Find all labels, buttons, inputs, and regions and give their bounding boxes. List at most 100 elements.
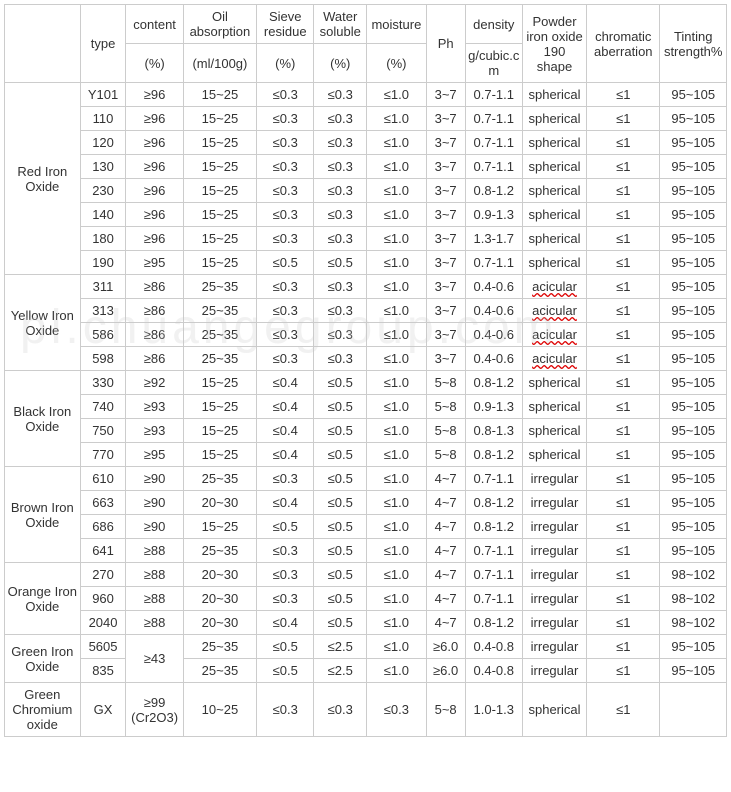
cell-oil: 25~35 <box>183 539 256 563</box>
cell-sieve: ≤0.3 <box>257 275 314 299</box>
cell-density: 0.8-1.2 <box>465 611 522 635</box>
cell-content: ≥86 <box>126 323 183 347</box>
cell-oil: 20~30 <box>183 491 256 515</box>
cell-ph: 5~8 <box>426 371 465 395</box>
cell-moisture: ≤1.0 <box>367 227 427 251</box>
cell-water: ≤0.3 <box>314 275 367 299</box>
cell-sieve: ≤0.4 <box>257 395 314 419</box>
cell-tint: 95~105 <box>660 323 727 347</box>
table-row: 120≥9615~25≤0.3≤0.3≤1.03~70.7-1.1spheric… <box>5 131 727 155</box>
cell-oil: 15~25 <box>183 251 256 275</box>
cell-oil: 25~35 <box>183 659 256 683</box>
cell-density: 0.4-0.8 <box>465 659 522 683</box>
cell-chromatic: ≤1 <box>587 107 660 131</box>
table-row: 740≥9315~25≤0.4≤0.5≤1.05~80.9-1.3spheric… <box>5 395 727 419</box>
cell-density: 0.8-1.2 <box>465 515 522 539</box>
cell-shape: spherical <box>522 107 586 131</box>
table-row: 641≥8825~35≤0.3≤0.5≤1.04~70.7-1.1irregul… <box>5 539 727 563</box>
cell-water: ≤0.3 <box>314 179 367 203</box>
table-row: 2040≥8820~30≤0.4≤0.5≤1.04~70.8-1.2irregu… <box>5 611 727 635</box>
cell-sieve: ≤0.3 <box>257 83 314 107</box>
cell-sieve: ≤0.3 <box>257 347 314 371</box>
cell-shape: spherical <box>522 251 586 275</box>
group-name-cell: Red Iron Oxide <box>5 83 81 275</box>
cell-tint: 95~105 <box>660 395 727 419</box>
cell-chromatic: ≤1 <box>587 131 660 155</box>
cell-ph: 3~7 <box>426 131 465 155</box>
group-name-cell: Brown Iron Oxide <box>5 467 81 563</box>
cell-water: ≤0.5 <box>314 251 367 275</box>
header-blank <box>5 5 81 83</box>
cell-type: 770 <box>80 443 126 467</box>
cell-content: ≥95 <box>126 251 183 275</box>
cell-oil: 15~25 <box>183 155 256 179</box>
cell-ph: 5~8 <box>426 419 465 443</box>
cell-density: 0.7-1.1 <box>465 131 522 155</box>
header-type: type <box>80 5 126 83</box>
cell-tint: 95~105 <box>660 131 727 155</box>
cell-oil: 15~25 <box>183 395 256 419</box>
cell-type: Y101 <box>80 83 126 107</box>
table-row: 770≥9515~25≤0.4≤0.5≤1.05~80.8-1.2spheric… <box>5 443 727 467</box>
cell-ph: 4~7 <box>426 563 465 587</box>
header-oil-unit: (ml/100g) <box>183 44 256 83</box>
cell-oil: 15~25 <box>183 227 256 251</box>
cell-chromatic: ≤1 <box>587 467 660 491</box>
cell-ph: 3~7 <box>426 251 465 275</box>
cell-ph: 3~7 <box>426 347 465 371</box>
cell-water: ≤0.5 <box>314 467 367 491</box>
cell-water: ≤0.5 <box>314 611 367 635</box>
cell-tint: 95~105 <box>660 299 727 323</box>
cell-density: 0.9-1.3 <box>465 203 522 227</box>
cell-chromatic: ≤1 <box>587 659 660 683</box>
group-name-cell: Green Iron Oxide <box>5 635 81 683</box>
table-row: 750≥9315~25≤0.4≤0.5≤1.05~80.8-1.3spheric… <box>5 419 727 443</box>
cell-tint: 95~105 <box>660 371 727 395</box>
table-row: 586≥8625~35≤0.3≤0.3≤1.03~70.4-0.6acicula… <box>5 323 727 347</box>
cell-content: ≥99 (Cr2O3) <box>126 683 183 737</box>
cell-moisture: ≤1.0 <box>367 443 427 467</box>
cell-ph: 3~7 <box>426 155 465 179</box>
table-row: 190≥9515~25≤0.5≤0.5≤1.03~70.7-1.1spheric… <box>5 251 727 275</box>
table-row: 960≥8820~30≤0.3≤0.5≤1.04~70.7-1.1irregul… <box>5 587 727 611</box>
table-row: Orange Iron Oxide270≥8820~30≤0.3≤0.5≤1.0… <box>5 563 727 587</box>
cell-content: ≥96 <box>126 107 183 131</box>
cell-sieve: ≤0.4 <box>257 491 314 515</box>
cell-type: 740 <box>80 395 126 419</box>
cell-shape: spherical <box>522 203 586 227</box>
cell-water: ≤2.5 <box>314 635 367 659</box>
cell-chromatic: ≤1 <box>587 371 660 395</box>
header-shape: Powder iron oxide 190 shape <box>522 5 586 83</box>
cell-type: 180 <box>80 227 126 251</box>
cell-sieve: ≤0.3 <box>257 131 314 155</box>
cell-sieve: ≤0.3 <box>257 179 314 203</box>
cell-oil: 15~25 <box>183 371 256 395</box>
cell-density: 0.4-0.6 <box>465 347 522 371</box>
cell-density: 0.8-1.2 <box>465 179 522 203</box>
cell-density: 0.7-1.1 <box>465 563 522 587</box>
cell-sieve: ≤0.3 <box>257 107 314 131</box>
cell-water: ≤0.5 <box>314 491 367 515</box>
cell-oil: 25~35 <box>183 635 256 659</box>
cell-type: 750 <box>80 419 126 443</box>
header-moisture-unit: (%) <box>367 44 427 83</box>
cell-density: 0.7-1.1 <box>465 107 522 131</box>
cell-tint: 95~105 <box>660 467 727 491</box>
group-name-cell: Green Chromium oxide <box>5 683 81 737</box>
cell-chromatic: ≤1 <box>587 491 660 515</box>
cell-chromatic: ≤1 <box>587 275 660 299</box>
cell-oil: 25~35 <box>183 275 256 299</box>
cell-sieve: ≤0.4 <box>257 419 314 443</box>
cell-water: ≤0.3 <box>314 299 367 323</box>
cell-tint: 98~102 <box>660 611 727 635</box>
cell-tint: 95~105 <box>660 83 727 107</box>
cell-ph: 4~7 <box>426 491 465 515</box>
cell-water: ≤0.3 <box>314 347 367 371</box>
cell-sieve: ≤0.4 <box>257 443 314 467</box>
cell-water: ≤0.3 <box>314 107 367 131</box>
table-row: Yellow Iron Oxide311≥8625~35≤0.3≤0.3≤1.0… <box>5 275 727 299</box>
cell-content: ≥90 <box>126 491 183 515</box>
cell-oil: 20~30 <box>183 611 256 635</box>
cell-content: ≥88 <box>126 563 183 587</box>
cell-type: GX <box>80 683 126 737</box>
